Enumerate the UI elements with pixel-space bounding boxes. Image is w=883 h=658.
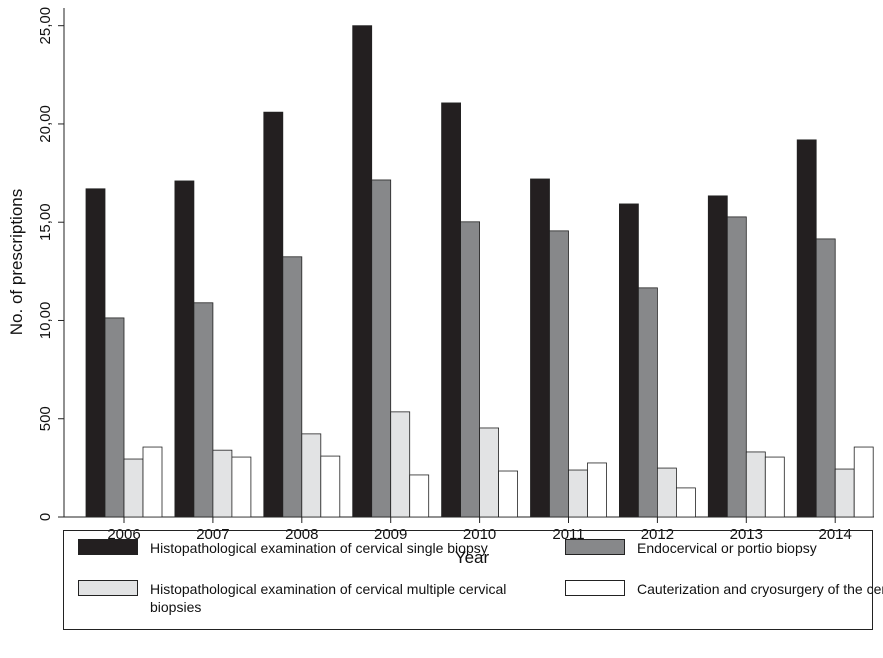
bar [815, 238, 836, 518]
legend-label: Histopathological examination of cervica… [150, 581, 507, 615]
bar [853, 446, 874, 518]
legend-label: Histopathological examination of cervica… [150, 540, 488, 556]
y-tick-label: 0 [37, 513, 54, 521]
bar [212, 449, 233, 518]
legend-item: Endocervical or portio biopsy [565, 539, 883, 557]
bar [549, 230, 569, 518]
bar [371, 179, 392, 518]
bar [174, 180, 195, 518]
bar [231, 456, 252, 518]
bar [85, 188, 106, 518]
bar [123, 458, 144, 518]
bar [390, 411, 411, 518]
bar [796, 139, 817, 518]
bar [460, 221, 481, 518]
bar [479, 427, 500, 518]
bar [193, 302, 214, 518]
y-tick-label: 15,00 [37, 203, 54, 241]
bar [282, 256, 303, 518]
bar [745, 451, 766, 518]
legend-item: Histopathological examination of cervica… [78, 580, 530, 616]
bar [104, 317, 125, 518]
legend: Histopathological examination of cervica… [63, 530, 883, 630]
bar [834, 468, 855, 518]
y-tick-label: 500 [37, 406, 54, 431]
bar [301, 433, 322, 518]
bar [707, 195, 728, 518]
y-tick-label: 20,00 [37, 105, 54, 143]
legend-swatch [565, 580, 625, 596]
y-axis-label: No. of prescriptions [7, 189, 26, 335]
bar [142, 446, 163, 518]
legend-item: Cauterization and cryosurgery of the cer… [565, 580, 883, 598]
bar [441, 102, 462, 518]
bar [530, 178, 550, 518]
bar [587, 462, 607, 518]
bar [676, 487, 696, 518]
x-axis-label: Year [455, 548, 490, 567]
legend-label: Endocervical or portio biopsy [637, 540, 817, 556]
bar [638, 287, 658, 518]
bar [657, 467, 677, 518]
bar [726, 216, 747, 518]
bar [619, 203, 639, 518]
y-tick-label: 10,00 [37, 302, 54, 340]
bar [409, 474, 430, 518]
bar [498, 470, 519, 518]
bar [352, 25, 373, 518]
legend-swatch [78, 539, 138, 555]
bar [764, 456, 785, 518]
legend-swatch [78, 580, 138, 596]
legend-label: Cauterization and cryosurgery of the cer… [637, 581, 883, 597]
y-tick-label: 25,00 [37, 7, 54, 45]
bar [568, 469, 588, 518]
bar [320, 455, 341, 518]
legend-swatch [565, 539, 625, 555]
legend-item: Histopathological examination of cervica… [78, 539, 550, 557]
bar [263, 111, 284, 518]
